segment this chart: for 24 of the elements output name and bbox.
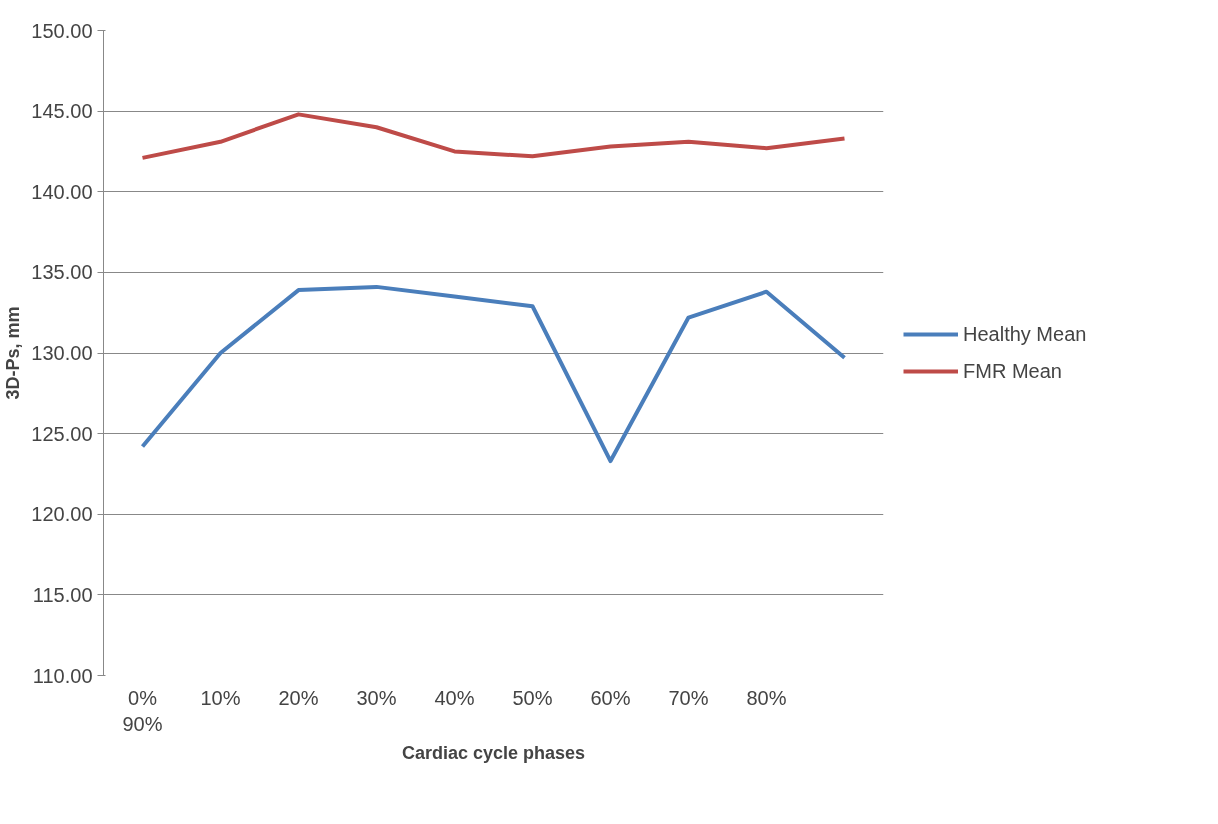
x-axis-title: Cardiac cycle phases: [401, 742, 586, 763]
y-axis-title: 3D-Ps, mm: [3, 306, 24, 400]
line-series: [140, 112, 847, 160]
x-tick-label: 80%: [746, 686, 787, 709]
y-tick-label: 145.00: [31, 100, 93, 123]
line-series: [140, 284, 847, 464]
x-tick-label: 30%: [356, 686, 397, 709]
y-tick-label: 125.00: [31, 422, 93, 445]
legend-label: FMR Mean: [963, 359, 1062, 383]
legend-label: Healthy Mean: [963, 322, 1087, 346]
x-tick-label: 20%: [278, 686, 319, 709]
x-tick-label: 50%: [512, 686, 553, 709]
x-tick-label: 60%: [590, 686, 631, 709]
y-tick-label: 120.00: [31, 503, 93, 526]
y-tick-label: 115.00: [32, 583, 93, 606]
y-tick-label: 135.00: [31, 261, 93, 284]
y-tick-label: 110.00: [32, 664, 93, 687]
x-tick-label: 0% 90%: [122, 686, 163, 735]
y-tick-label: 130.00: [31, 342, 93, 364]
x-tick-label: 40%: [434, 686, 475, 709]
x-tick-label: 70%: [668, 686, 709, 709]
y-tick-label: 150.00: [31, 19, 93, 42]
x-tick-label: 10%: [200, 686, 241, 709]
y-tick-label: 140.00: [31, 180, 93, 203]
